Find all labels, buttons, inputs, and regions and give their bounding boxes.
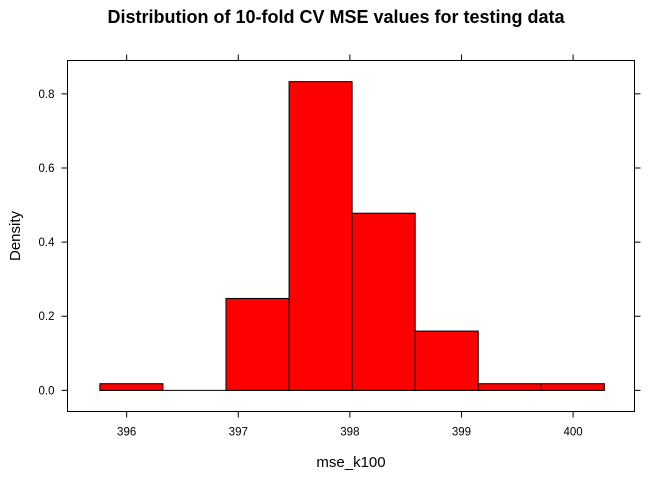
histogram-bar xyxy=(99,383,164,391)
histogram-bar xyxy=(351,212,416,391)
x-tick-label: 397 xyxy=(229,427,248,439)
y-tick-label: 0.0 xyxy=(39,385,55,397)
tick-labels-group: 396 397 398 399 400 0.0 0.2 0.4 0.6 0.8 xyxy=(39,89,583,439)
x-tick-label: 396 xyxy=(117,427,136,439)
histogram-bar xyxy=(414,330,479,391)
x-tick-label: 399 xyxy=(452,427,471,439)
y-tick-label: 0.6 xyxy=(39,163,55,175)
y-tick-label: 0.8 xyxy=(39,89,55,101)
y-axis-label: Density xyxy=(7,210,24,261)
x-axis-label: mse_k100 xyxy=(316,454,385,471)
x-tick-label: 398 xyxy=(340,427,359,439)
histogram-bar xyxy=(477,383,542,391)
histogram-bar xyxy=(225,297,290,391)
histogram-bar xyxy=(288,81,353,391)
y-tick-label: 0.2 xyxy=(39,311,55,323)
histogram-bar xyxy=(540,383,605,391)
ticks-group xyxy=(61,54,641,418)
x-tick-label: 400 xyxy=(564,427,583,439)
plot-frame xyxy=(67,60,635,412)
chart-title: Distribution of 10-fold CV MSE values fo… xyxy=(107,7,565,27)
bars-group xyxy=(99,81,605,391)
y-tick-label: 0.4 xyxy=(39,237,56,249)
